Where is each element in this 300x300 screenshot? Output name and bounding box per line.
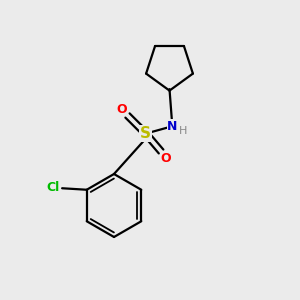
Text: O: O (160, 152, 171, 165)
Text: N: N (167, 119, 178, 133)
Text: S: S (140, 126, 151, 141)
Text: O: O (116, 103, 127, 116)
Text: H: H (179, 126, 187, 136)
Text: Cl: Cl (47, 181, 60, 194)
